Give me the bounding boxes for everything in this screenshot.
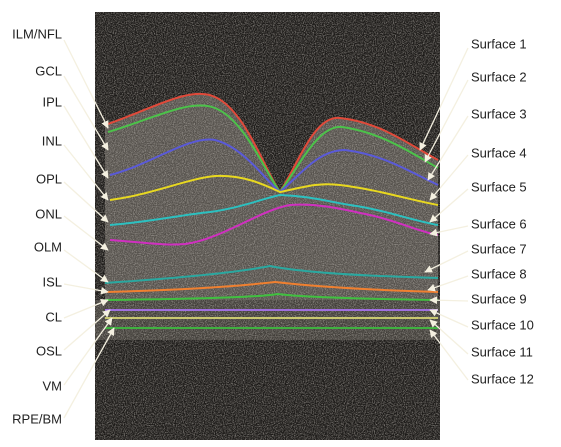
left-labels: ILM/NFL GCL IPL INL OPL ONL OLM ISL CL O… (12, 26, 62, 426)
layer-label: VM (43, 378, 63, 393)
oct-image (95, 12, 440, 440)
oct-figure: ILM/NFL GCL IPL INL OPL ONL OLM ISL CL O… (0, 0, 561, 447)
layer-label: GCL (35, 63, 62, 78)
surface-label: Surface 4 (471, 145, 527, 160)
surface-label: Surface 2 (471, 69, 527, 84)
surface-label: Surface 7 (471, 241, 527, 256)
surface-label: Surface 1 (471, 36, 527, 51)
surface-label: Surface 3 (471, 106, 527, 121)
layer-label: OSL (36, 343, 62, 358)
layer-label: INL (42, 133, 62, 148)
surface-label: Surface 8 (471, 266, 527, 281)
surface-label: Surface 6 (471, 216, 527, 231)
surface-label: Surface 12 (471, 371, 534, 386)
layer-label: ONL (35, 206, 62, 221)
layer-label: RPE/BM (12, 411, 62, 426)
surface-label: Surface 10 (471, 317, 534, 332)
layer-label: ILM/NFL (12, 26, 62, 41)
layer-label: IPL (42, 94, 62, 109)
layer-label: OPL (36, 171, 62, 186)
right-labels: Surface 1 Surface 2 Surface 3 Surface 4 … (471, 36, 534, 386)
layer-label: OLM (34, 239, 62, 254)
surface-label: Surface 11 (471, 344, 533, 359)
layer-label: CL (45, 309, 62, 324)
layer-label: ISL (42, 274, 62, 289)
surface-label: Surface 9 (471, 291, 527, 306)
surface-label: Surface 5 (471, 179, 527, 194)
